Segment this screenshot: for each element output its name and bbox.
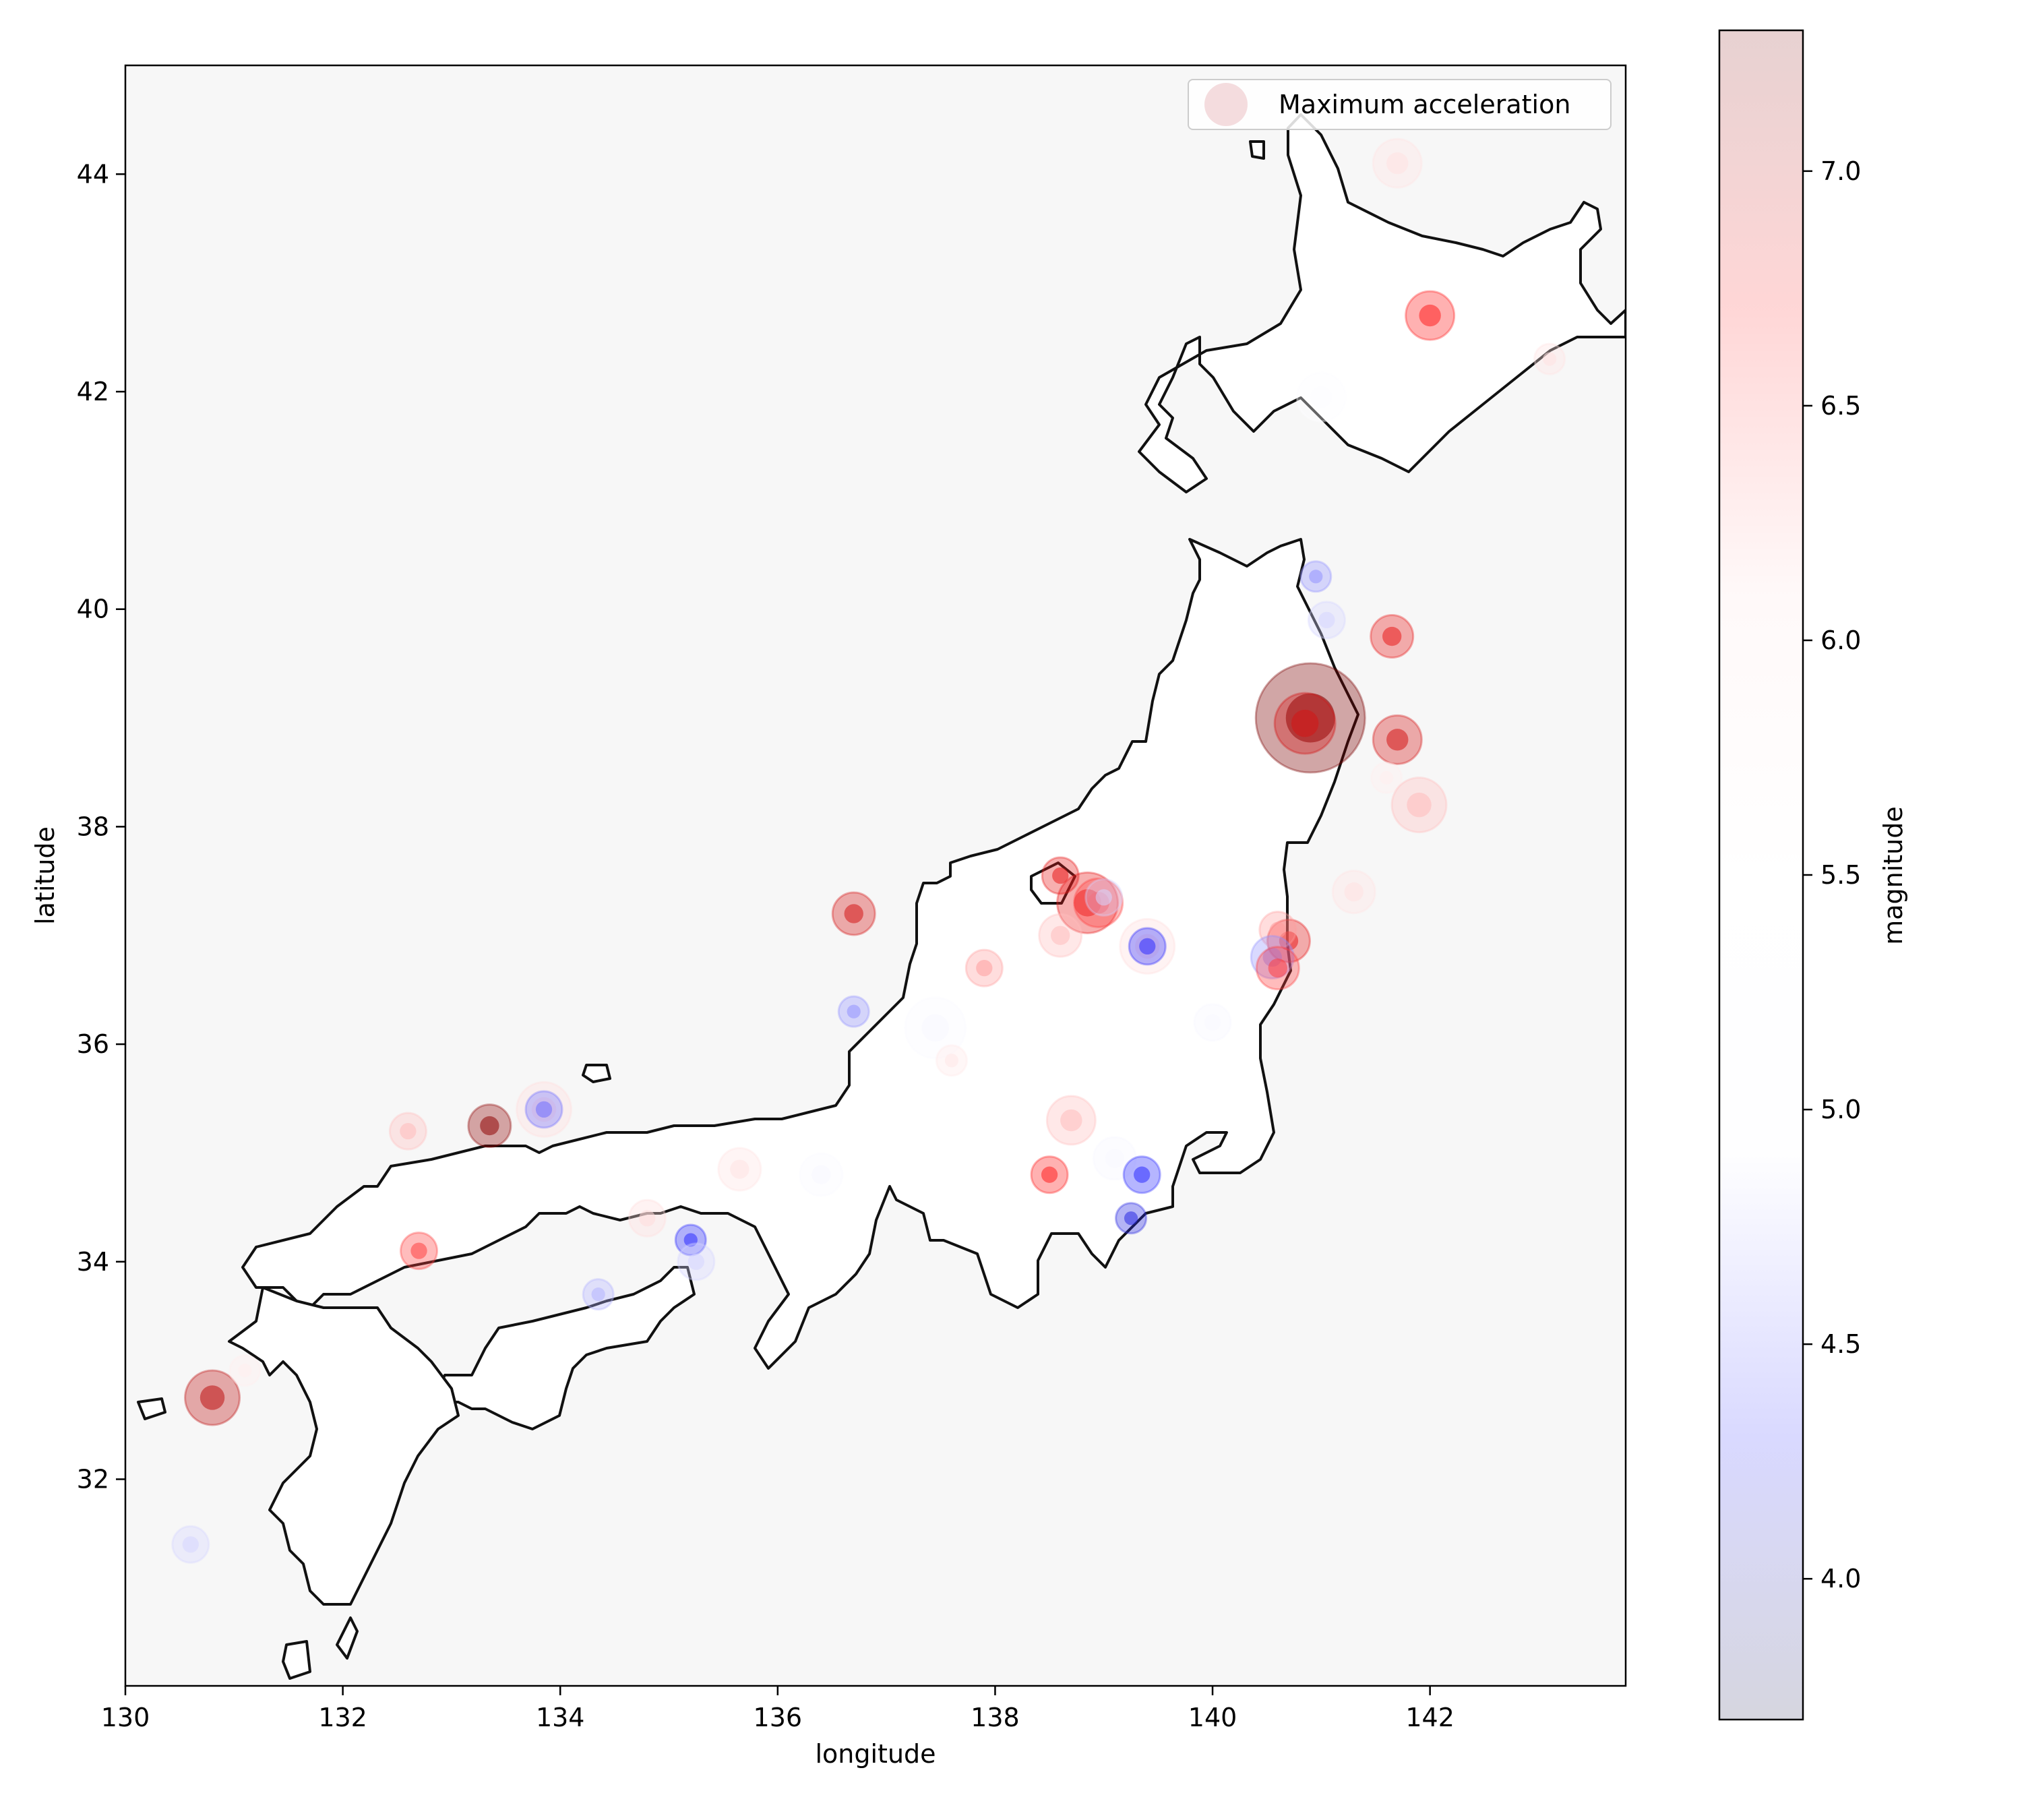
earthquake-point-core bbox=[1060, 1109, 1082, 1132]
oki-island bbox=[582, 1064, 611, 1083]
earthquake-point-core bbox=[1051, 926, 1070, 945]
goto-island bbox=[137, 1397, 166, 1420]
colorbar-tick-label: 6.0 bbox=[1820, 626, 1861, 655]
earthquake-point-core bbox=[1279, 931, 1299, 950]
earthquake-point-core bbox=[1139, 938, 1156, 955]
x-tick-label: 132 bbox=[318, 1703, 367, 1732]
x-tick-label: 142 bbox=[1405, 1703, 1454, 1732]
x-tick-label: 134 bbox=[536, 1703, 585, 1732]
earthquake-point-core bbox=[1204, 1014, 1221, 1031]
x-axis-label: longitude bbox=[815, 1739, 936, 1769]
y-tick-label: 38 bbox=[77, 812, 109, 841]
x-axis-ticks: 130 132 134 136 138 140 142 bbox=[101, 1686, 1454, 1732]
earthquake-point-core bbox=[200, 1385, 225, 1410]
plot-frame bbox=[124, 64, 1627, 1687]
earthquake-point-core bbox=[1344, 882, 1364, 902]
x-tick-label: 136 bbox=[754, 1703, 803, 1732]
earthquake-point-core bbox=[730, 1159, 749, 1179]
earthquake-point-core bbox=[480, 1116, 499, 1136]
earthquake-point-core bbox=[400, 1123, 417, 1140]
earthquake-point-core bbox=[1309, 570, 1323, 584]
earthquake-point-core bbox=[844, 904, 863, 923]
earthquake-point-core bbox=[1124, 1211, 1138, 1225]
earthquake-point-core bbox=[1291, 709, 1319, 737]
y-tick-label: 42 bbox=[77, 377, 109, 406]
colorbar: 4.0 4.5 5.0 5.5 6.0 6.5 7.0 magnitude bbox=[1718, 29, 1908, 1721]
y-tick-label: 34 bbox=[77, 1247, 109, 1277]
southern-islands bbox=[282, 1616, 359, 1680]
earthquake-point-core bbox=[1095, 889, 1112, 906]
earthquake-point-core bbox=[1310, 386, 1332, 408]
colorbar-label: magnitude bbox=[1878, 806, 1908, 945]
y-tick-label: 44 bbox=[77, 159, 109, 189]
scatter-points bbox=[171, 138, 1566, 1564]
earthquake-point-core bbox=[687, 1253, 704, 1270]
colorbar-tick-label: 5.0 bbox=[1820, 1095, 1861, 1124]
earthquake-point-core bbox=[1269, 921, 1286, 938]
earthquake-point-core bbox=[944, 1054, 959, 1068]
earthquake-point-core bbox=[683, 1233, 698, 1247]
y-tick-label: 40 bbox=[77, 595, 109, 624]
earthquake-point-core bbox=[921, 1014, 949, 1042]
colorbar-tick-label: 4.0 bbox=[1820, 1564, 1861, 1594]
earthquake-point-core bbox=[1380, 770, 1394, 785]
rishiri-island bbox=[1249, 140, 1265, 160]
y-tick-label: 32 bbox=[77, 1464, 109, 1494]
legend-frame bbox=[1188, 79, 1612, 130]
earthquake-point-core bbox=[976, 959, 993, 977]
colorbar-tick-label: 5.5 bbox=[1820, 860, 1861, 890]
earthquake-point-core bbox=[1386, 729, 1409, 751]
x-tick-label: 130 bbox=[101, 1703, 150, 1732]
y-tick-label: 36 bbox=[77, 1029, 109, 1059]
legend-marker bbox=[1204, 83, 1248, 126]
earthquake-point-core bbox=[1105, 1149, 1125, 1168]
earthquake-point-core bbox=[182, 1536, 199, 1553]
hokkaido-island bbox=[1138, 113, 1626, 493]
colorbar-ticks: 4.0 4.5 5.0 5.5 6.0 6.5 7.0 bbox=[1803, 156, 1861, 1594]
earthquake-point-core bbox=[1134, 1166, 1151, 1183]
earthquake-point-core bbox=[591, 1287, 605, 1302]
earthquake-point-core bbox=[1318, 611, 1335, 628]
earthquake-point-core bbox=[1041, 1166, 1058, 1183]
colorbar-tick-label: 4.5 bbox=[1820, 1329, 1861, 1359]
colorbar-gradient bbox=[1718, 29, 1804, 1721]
colorbar-tick-label: 6.5 bbox=[1820, 391, 1861, 421]
earthquake-point-core bbox=[1386, 152, 1409, 175]
earthquake-point-core bbox=[847, 1004, 861, 1019]
kyushu-island bbox=[228, 1286, 460, 1606]
earthquake-point-core bbox=[1382, 626, 1402, 646]
earthquake-point-core bbox=[1407, 792, 1432, 818]
x-tick-label: 140 bbox=[1188, 1703, 1237, 1732]
y-axis-label: latitude bbox=[30, 826, 60, 925]
earthquake-point-core bbox=[1052, 867, 1069, 884]
legend-label: Maximum acceleration bbox=[1279, 90, 1570, 119]
earthquake-point-core bbox=[238, 1363, 252, 1378]
x-tick-label: 138 bbox=[971, 1703, 1020, 1732]
honshu-island bbox=[241, 538, 1359, 1370]
colorbar-tick-label: 7.0 bbox=[1820, 156, 1861, 186]
earthquake-point-core bbox=[1268, 958, 1288, 978]
earthquake-point-core bbox=[1419, 304, 1441, 327]
earthquake-point-core bbox=[811, 1165, 831, 1184]
earthquake-point-core bbox=[410, 1242, 427, 1259]
earthquake-point-core bbox=[1542, 352, 1557, 366]
y-axis-ticks: 32 34 36 38 40 42 44 bbox=[77, 159, 125, 1494]
legend: Maximum acceleration bbox=[1188, 79, 1612, 130]
earthquake-point-core bbox=[639, 1210, 656, 1227]
earthquake-point-core bbox=[535, 1101, 553, 1118]
